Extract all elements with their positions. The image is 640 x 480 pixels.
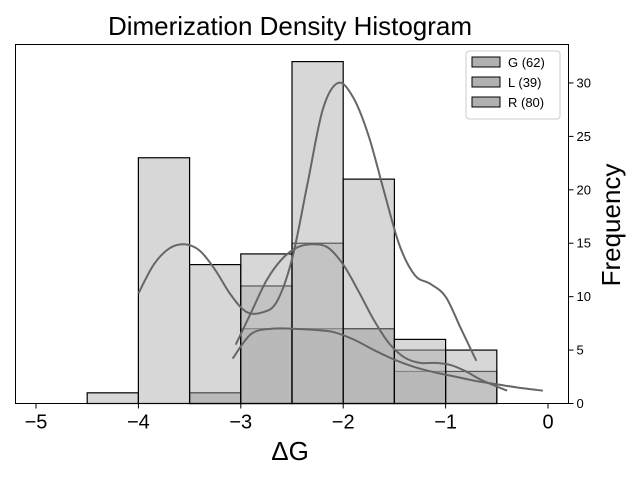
bars-layer: [86, 60, 498, 405]
x-tick-label: −1: [434, 412, 457, 434]
legend-label: G (62): [508, 55, 545, 70]
y-tick-label: 15: [577, 236, 591, 251]
y-tick-label: 30: [577, 75, 591, 90]
kde-line: [137, 81, 478, 362]
x-tick-label: 0: [542, 412, 553, 434]
chart-title: Dimerization Density Histogram: [108, 11, 472, 41]
bar: [86, 392, 139, 405]
x-tick-label: −5: [25, 412, 48, 434]
legend-label: R (80): [508, 95, 544, 110]
x-axis: −5 −4 −3 −2 −1 0: [25, 403, 554, 434]
x-tick-label: −4: [127, 412, 150, 434]
legend-swatch: [471, 56, 501, 68]
y-tick-label: 25: [577, 129, 591, 144]
bar: [342, 178, 396, 405]
kde-line: [234, 243, 508, 392]
y-tick-label: 20: [577, 182, 591, 197]
x-axis-label: ΔG: [271, 436, 309, 466]
kde-layer: [137, 81, 544, 392]
legend-label: L (39): [508, 75, 541, 90]
y-tick-label: 0: [577, 396, 584, 411]
y-tick-label: 5: [577, 343, 584, 358]
plot-frame: [15, 44, 569, 404]
bar: [188, 264, 242, 405]
y-tick-label: 10: [577, 289, 591, 304]
x-tick-label: −2: [332, 412, 355, 434]
legend-swatch: [471, 96, 501, 108]
x-tick-label: −3: [229, 412, 252, 434]
bar: [137, 157, 191, 405]
bar: [291, 60, 344, 405]
legend: G (62) L (39) R (80): [465, 50, 561, 120]
bar: [393, 338, 447, 405]
y-axis-label: Frequency: [596, 164, 626, 287]
legend-swatch: [471, 76, 501, 88]
y-axis: 0 5 10 15 20 25 30: [568, 75, 591, 411]
